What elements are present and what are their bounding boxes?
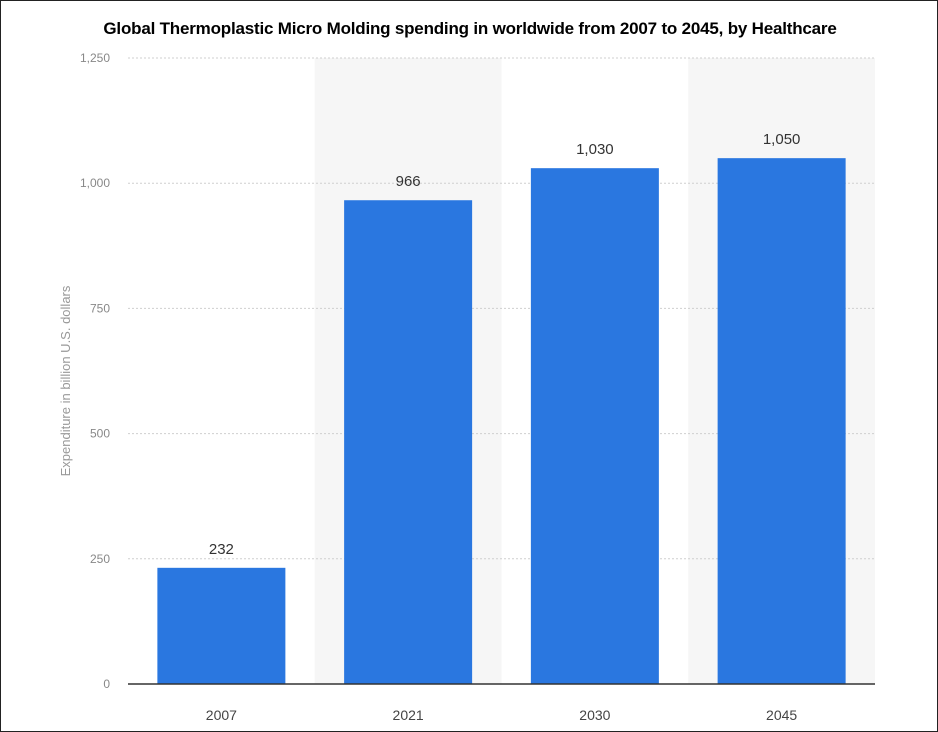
y-tick-label: 500 [90, 427, 110, 441]
bar [530, 168, 659, 684]
data-label: 1,050 [763, 131, 801, 148]
x-tick-label: 2021 [393, 707, 424, 723]
y-tick-label: 750 [90, 301, 110, 315]
y-tick-label: 250 [90, 552, 110, 566]
x-tick-label: 2045 [766, 707, 797, 723]
x-tick-label: 2007 [206, 707, 237, 723]
bar [717, 158, 846, 684]
x-axis-ticks: 2007 2021 2030 2045 [206, 707, 798, 723]
y-tick-label: 1,250 [80, 51, 110, 65]
data-label: 232 [209, 541, 234, 558]
x-tick-label: 2030 [579, 707, 610, 723]
y-tick-label: 1,000 [80, 176, 110, 190]
chart-title: Global Thermoplastic Micro Molding spend… [103, 19, 837, 38]
bar [344, 200, 473, 684]
bar [157, 567, 286, 684]
y-tick-label: 0 [103, 677, 110, 691]
bars [157, 158, 846, 684]
data-label: 966 [396, 173, 421, 190]
data-label: 1,030 [576, 141, 614, 158]
data-labels: 232 966 1,030 1,050 [209, 131, 801, 558]
y-axis-ticks: 0 250 500 750 1,000 1,250 [80, 51, 110, 691]
y-axis-label: Expenditure in billion U.S. dollars [58, 285, 73, 476]
gridlines [128, 57, 875, 560]
